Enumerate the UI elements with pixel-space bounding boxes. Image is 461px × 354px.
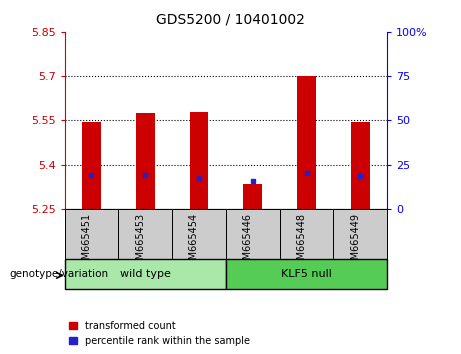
Bar xyxy=(280,209,333,260)
Bar xyxy=(351,122,370,209)
Bar xyxy=(226,259,387,289)
Text: GSM665448: GSM665448 xyxy=(296,213,307,272)
Text: KLF5 null: KLF5 null xyxy=(281,269,332,279)
Bar xyxy=(189,112,208,209)
Bar xyxy=(136,113,154,209)
Text: GSM665451: GSM665451 xyxy=(82,213,91,272)
Bar xyxy=(333,209,387,260)
Text: GSM665449: GSM665449 xyxy=(350,213,361,272)
Bar xyxy=(226,209,280,260)
Legend: transformed count, percentile rank within the sample: transformed count, percentile rank withi… xyxy=(70,321,250,346)
Text: GDS5200 / 10401002: GDS5200 / 10401002 xyxy=(156,12,305,27)
Text: genotype/variation: genotype/variation xyxy=(9,269,108,279)
Text: GSM665453: GSM665453 xyxy=(135,213,145,272)
Text: wild type: wild type xyxy=(120,269,171,279)
Text: GSM665446: GSM665446 xyxy=(243,213,253,272)
Bar xyxy=(118,209,172,260)
Bar xyxy=(82,122,101,209)
Text: GSM665454: GSM665454 xyxy=(189,213,199,272)
Bar xyxy=(65,209,118,260)
Bar xyxy=(65,259,226,289)
Bar xyxy=(172,209,226,260)
Bar xyxy=(297,76,316,209)
Bar xyxy=(243,184,262,209)
